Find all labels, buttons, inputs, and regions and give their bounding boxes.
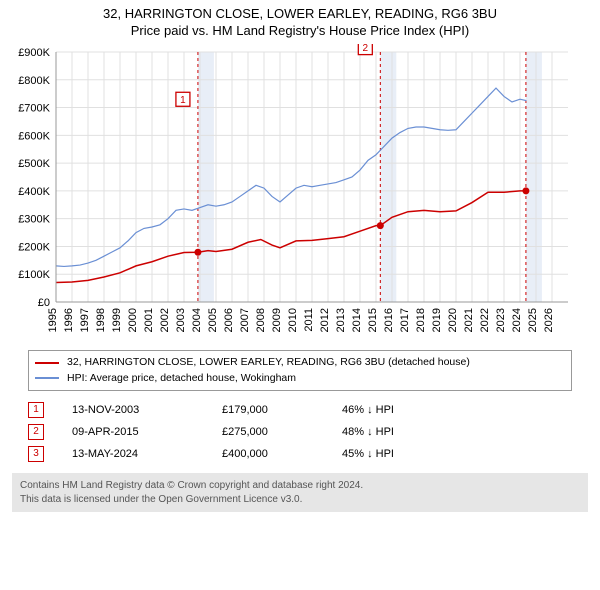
svg-text:2000: 2000 bbox=[127, 308, 139, 332]
svg-text:2016: 2016 bbox=[383, 308, 395, 332]
sale-date: 13-MAY-2024 bbox=[72, 448, 222, 460]
title-line-1: 32, HARRINGTON CLOSE, LOWER EARLEY, READ… bbox=[0, 6, 600, 23]
svg-text:£500K: £500K bbox=[18, 158, 50, 170]
sale-marker: 3 bbox=[28, 446, 44, 462]
svg-text:£300K: £300K bbox=[18, 213, 50, 225]
line-chart: £0 £100K £200K £300K £400K £500K £600K £700K £80… bbox=[12, 44, 588, 344]
svg-text:2020: 2020 bbox=[447, 308, 459, 332]
svg-text:2017: 2017 bbox=[399, 308, 411, 332]
sale-pct-vs-hpi: 48% ↓ HPI bbox=[342, 426, 462, 438]
legend-label: HPI: Average price, detached house, Woki… bbox=[67, 371, 296, 387]
svg-text:£600K: £600K bbox=[18, 130, 50, 142]
svg-text:1998: 1998 bbox=[95, 308, 107, 332]
svg-text:1999: 1999 bbox=[111, 308, 123, 332]
svg-text:1997: 1997 bbox=[79, 308, 91, 332]
legend-label: 32, HARRINGTON CLOSE, LOWER EARLEY, READ… bbox=[67, 355, 470, 371]
chart-title: 32, HARRINGTON CLOSE, LOWER EARLEY, READ… bbox=[0, 0, 600, 40]
svg-text:2004: 2004 bbox=[191, 308, 203, 332]
svg-text:£400K: £400K bbox=[18, 186, 50, 198]
sale-date: 13-NOV-2003 bbox=[72, 404, 222, 416]
svg-text:£700K: £700K bbox=[18, 102, 50, 114]
svg-text:2026: 2026 bbox=[543, 308, 555, 332]
svg-text:2005: 2005 bbox=[207, 308, 219, 332]
legend-row: 32, HARRINGTON CLOSE, LOWER EARLEY, READ… bbox=[35, 355, 565, 371]
svg-text:2010: 2010 bbox=[287, 308, 299, 332]
svg-text:2023: 2023 bbox=[495, 308, 507, 332]
svg-text:2001: 2001 bbox=[143, 308, 155, 332]
svg-text:2009: 2009 bbox=[271, 308, 283, 332]
svg-text:2021: 2021 bbox=[463, 308, 475, 332]
svg-text:2012: 2012 bbox=[319, 308, 331, 332]
svg-text:2: 2 bbox=[363, 44, 369, 54]
footer-line-1: Contains HM Land Registry data © Crown c… bbox=[20, 479, 580, 493]
sales-table: 1 13-NOV-2003£179,00046% ↓ HPI 2 09-APR-201… bbox=[28, 399, 572, 465]
svg-text:1: 1 bbox=[180, 95, 186, 106]
sale-marker: 1 bbox=[28, 402, 44, 418]
legend-swatch bbox=[35, 362, 59, 364]
svg-text:2014: 2014 bbox=[351, 308, 363, 332]
footer-line-2: This data is licensed under the Open Gov… bbox=[20, 493, 580, 507]
sales-row: 3 13-MAY-2024£400,00045% ↓ HPI bbox=[28, 443, 572, 465]
legend: 32, HARRINGTON CLOSE, LOWER EARLEY, READ… bbox=[28, 350, 572, 392]
sale-pct-vs-hpi: 45% ↓ HPI bbox=[342, 448, 462, 460]
svg-text:2002: 2002 bbox=[159, 308, 171, 332]
legend-swatch bbox=[35, 377, 59, 379]
svg-text:£200K: £200K bbox=[18, 241, 50, 253]
svg-text:2007: 2007 bbox=[239, 308, 251, 332]
sale-price: £275,000 bbox=[222, 426, 342, 438]
title-line-2: Price paid vs. HM Land Registry's House … bbox=[0, 23, 600, 40]
svg-text:2015: 2015 bbox=[367, 308, 379, 332]
sale-price: £179,000 bbox=[222, 404, 342, 416]
sale-price: £400,000 bbox=[222, 448, 342, 460]
svg-text:2003: 2003 bbox=[175, 308, 187, 332]
svg-text:2022: 2022 bbox=[479, 308, 491, 332]
attribution-footer: Contains HM Land Registry data © Crown c… bbox=[12, 473, 588, 512]
svg-text:£800K: £800K bbox=[18, 75, 50, 87]
chart-container: 32, HARRINGTON CLOSE, LOWER EARLEY, READ… bbox=[0, 0, 600, 590]
sale-date: 09-APR-2015 bbox=[72, 426, 222, 438]
svg-text:2024: 2024 bbox=[511, 308, 523, 332]
svg-text:£100K: £100K bbox=[18, 269, 50, 281]
sales-row: 2 09-APR-2015£275,00048% ↓ HPI bbox=[28, 421, 572, 443]
svg-text:£0: £0 bbox=[38, 297, 50, 309]
svg-text:2011: 2011 bbox=[303, 308, 315, 332]
svg-text:2018: 2018 bbox=[415, 308, 427, 332]
svg-text:2025: 2025 bbox=[527, 308, 539, 332]
sales-row: 1 13-NOV-2003£179,00046% ↓ HPI bbox=[28, 399, 572, 421]
chart-area: £0 £100K £200K £300K £400K £500K £600K £700K £80… bbox=[12, 44, 588, 344]
svg-text:2008: 2008 bbox=[255, 308, 267, 332]
sale-marker: 2 bbox=[28, 424, 44, 440]
sale-pct-vs-hpi: 46% ↓ HPI bbox=[342, 404, 462, 416]
svg-text:2013: 2013 bbox=[335, 308, 347, 332]
svg-text:£900K: £900K bbox=[18, 47, 50, 59]
svg-text:2019: 2019 bbox=[431, 308, 443, 332]
svg-text:2006: 2006 bbox=[223, 308, 235, 332]
svg-text:1995: 1995 bbox=[47, 308, 59, 332]
legend-row: HPI: Average price, detached house, Woki… bbox=[35, 371, 565, 387]
svg-text:1996: 1996 bbox=[63, 308, 75, 332]
